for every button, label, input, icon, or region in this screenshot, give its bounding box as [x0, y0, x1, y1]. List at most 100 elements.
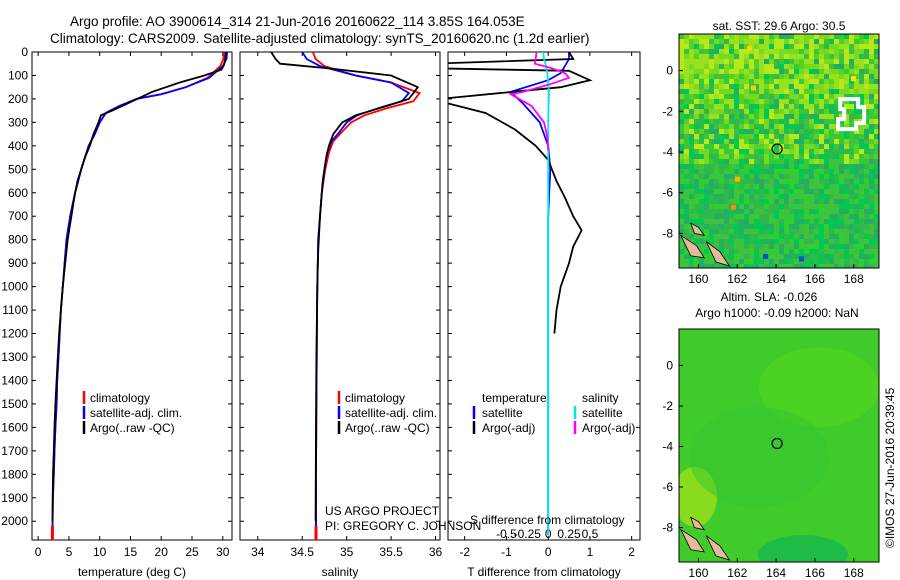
sst-cell — [809, 194, 814, 199]
sst-cell — [724, 224, 729, 229]
sst-cell — [769, 184, 774, 189]
sst-cell — [679, 159, 684, 164]
sst-cell — [844, 189, 849, 194]
sst-cell — [679, 174, 684, 179]
sst-cell — [739, 99, 744, 104]
sst-cell — [814, 99, 819, 104]
sst-cell — [814, 119, 819, 124]
sst-cell — [809, 229, 814, 234]
sst-cell — [849, 39, 854, 44]
sst-cell — [714, 234, 719, 239]
sst-cell — [819, 154, 824, 159]
sst-cell — [689, 109, 694, 114]
sst-cell — [874, 94, 879, 99]
sst-cell — [749, 199, 754, 204]
sst-cell — [759, 194, 764, 199]
sst-cell — [779, 224, 784, 229]
sst-cell — [759, 189, 764, 194]
legend-label-t-satellite: satellite — [482, 406, 523, 420]
sst-cell — [729, 189, 734, 194]
sst-cell — [709, 179, 714, 184]
sst-cell — [724, 209, 729, 214]
sst-cell — [869, 119, 874, 124]
sst-cell — [794, 174, 799, 179]
sst-cell — [719, 164, 724, 169]
sst-cell — [704, 209, 709, 214]
sst-cell — [804, 64, 809, 69]
sst-cell — [764, 99, 769, 104]
sst-cell — [814, 139, 819, 144]
sst-cell — [709, 199, 714, 204]
sst-cell — [869, 84, 874, 89]
sst-cell — [714, 244, 719, 249]
sst-cell — [854, 179, 859, 184]
sst-cell — [694, 89, 699, 94]
sst-cell — [874, 44, 879, 49]
sst-cell — [734, 44, 739, 49]
sst-cell — [724, 49, 729, 54]
sst-cell — [874, 119, 879, 124]
sst-cell — [699, 124, 704, 129]
sst-cell — [699, 74, 704, 79]
sst-cell — [864, 194, 869, 199]
sst-cell — [819, 129, 824, 134]
sst-cell — [814, 109, 819, 114]
sst-cell — [819, 39, 824, 44]
sst-cell — [764, 259, 769, 264]
sst-cell — [789, 119, 794, 124]
sst-cell — [749, 239, 754, 244]
sst-cell — [849, 154, 854, 159]
sst-cell — [774, 169, 779, 174]
sst-cell — [699, 219, 704, 224]
sst-cell — [729, 119, 734, 124]
sst-cell — [719, 119, 724, 124]
sst-cell — [679, 149, 684, 154]
sst-cell — [724, 189, 729, 194]
sst-cell — [859, 114, 864, 119]
sst-cell — [784, 99, 789, 104]
sst-cell — [854, 224, 859, 229]
sst-cell — [794, 49, 799, 54]
sst-cell — [774, 164, 779, 169]
sst-cell — [839, 234, 844, 239]
sst-cell — [769, 74, 774, 79]
sst-cell — [729, 99, 734, 104]
sst-cell — [829, 239, 834, 244]
sst-cell — [749, 244, 754, 249]
sst-cell — [719, 139, 724, 144]
sst-cell — [714, 114, 719, 119]
sst-cell — [814, 254, 819, 259]
sst-cell — [704, 254, 709, 259]
sst-cell — [764, 104, 769, 109]
sst-cell — [739, 234, 744, 239]
sst-cell — [784, 39, 789, 44]
x-tick-label: 162 — [727, 566, 747, 580]
sst-cell — [744, 174, 749, 179]
y-tick-label: 0 — [666, 64, 673, 78]
sst-cell — [779, 244, 784, 249]
sst-cell — [864, 84, 869, 89]
sst-cell — [789, 94, 794, 99]
sst-cell — [714, 34, 719, 39]
sst-cell — [799, 54, 804, 59]
sst-cell — [759, 124, 764, 129]
sst-cell — [689, 64, 694, 69]
sst-cell — [744, 89, 749, 94]
sst-cell — [859, 139, 864, 144]
map-title: sat. SST: 29.6 Argo: 30.5 — [713, 19, 846, 33]
sst-cell — [844, 179, 849, 184]
sst-cell — [724, 144, 729, 149]
sst-cell — [844, 264, 849, 268]
sst-cell — [854, 164, 859, 169]
sst-cell — [769, 129, 774, 134]
sst-cell — [814, 134, 819, 139]
sst-cell — [859, 99, 864, 104]
x-tick-label: 0 — [35, 545, 42, 559]
sst-cell — [829, 249, 834, 254]
sst-cell — [754, 69, 759, 74]
sst-cell — [734, 244, 739, 249]
sst-cell — [719, 64, 724, 69]
sst-cell — [684, 94, 689, 99]
x-tick-label: 35 — [340, 545, 354, 559]
sst-cell — [844, 244, 849, 249]
